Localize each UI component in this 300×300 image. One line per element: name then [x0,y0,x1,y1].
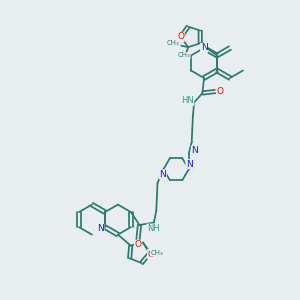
Text: HN: HN [181,96,194,105]
Text: N: N [201,44,207,52]
Text: O: O [148,250,155,259]
Text: O: O [134,240,142,249]
Text: N: N [97,224,104,233]
Text: CH₃: CH₃ [177,52,190,59]
Text: NH: NH [147,224,160,233]
Text: N: N [191,146,198,155]
Text: CH₃: CH₃ [167,40,179,46]
Text: O: O [217,87,224,96]
Text: CH₃: CH₃ [151,250,163,256]
Text: O: O [177,32,184,41]
Text: N: N [186,160,193,169]
Text: N: N [160,170,166,179]
